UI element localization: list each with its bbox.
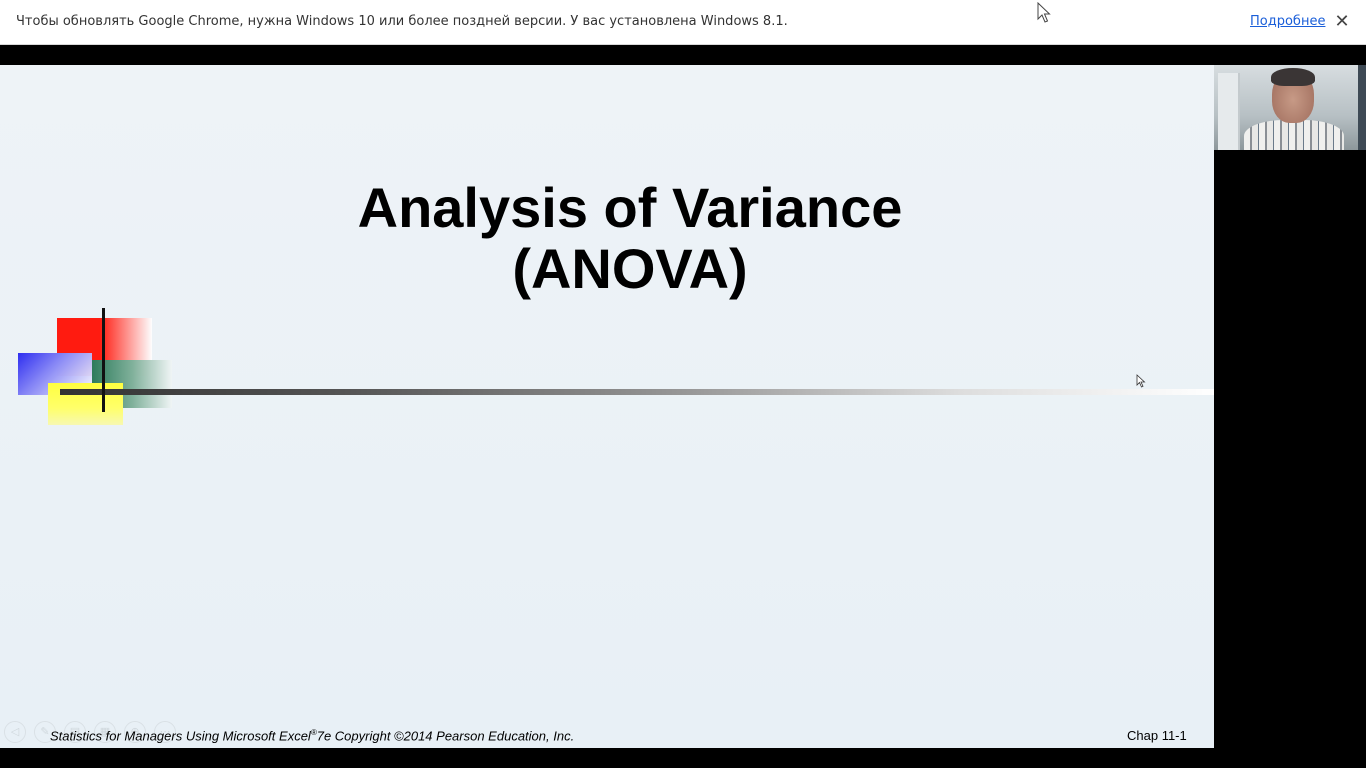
slide-number: Chap 11-1 (1127, 728, 1187, 743)
infobar-message: Чтобы обновлять Google Chrome, нужна Win… (16, 14, 788, 29)
presentation-slide: Analysis of Variance (ANOVA) ◁ ✎ ▤ ▦ ⊕ ⋯… (0, 65, 1214, 748)
slide-title: Analysis of Variance (ANOVA) (0, 177, 1214, 299)
prev-slide-button[interactable]: ◁ (4, 721, 26, 743)
slide-title-line2: (ANOVA) (512, 237, 748, 300)
top-letterbox (0, 45, 1366, 65)
mouse-cursor-icon (1037, 2, 1051, 23)
close-icon[interactable]: ✕ (1334, 11, 1350, 31)
zoom-button[interactable]: ⊕ (124, 721, 146, 743)
update-infobar: Чтобы обновлять Google Chrome, нужна Win… (0, 0, 1366, 45)
footer-text-rest: 7e Copyright ©2014 Pearson Education, In… (316, 728, 575, 744)
learn-more-link[interactable]: Подробнее (1250, 14, 1326, 29)
pen-tool-button[interactable]: ✎ (34, 721, 56, 743)
footer-registered-mark: ® (310, 728, 317, 737)
slide-footer-copyright: Statistics for Managers Using Microsoft … (50, 728, 574, 743)
more-options-button[interactable]: ⋯ (154, 721, 176, 743)
grid-view-button[interactable]: ▦ (94, 721, 116, 743)
webcam-video-feed[interactable] (1214, 65, 1366, 150)
all-slides-button[interactable]: ▤ (64, 721, 86, 743)
slideshow-controls: ◁ ✎ ▤ ▦ ⊕ ⋯ (4, 721, 176, 743)
decor-vertical-line (102, 308, 105, 412)
slide-title-line1: Analysis of Variance (357, 176, 903, 239)
mouse-pointer-icon (1136, 374, 1146, 388)
right-letterbox (1214, 150, 1366, 748)
decor-horizontal-line (60, 389, 1214, 395)
bottom-letterbox (0, 748, 1366, 768)
footer-text-main: Statistics for Managers Using Microsoft … (50, 728, 311, 744)
